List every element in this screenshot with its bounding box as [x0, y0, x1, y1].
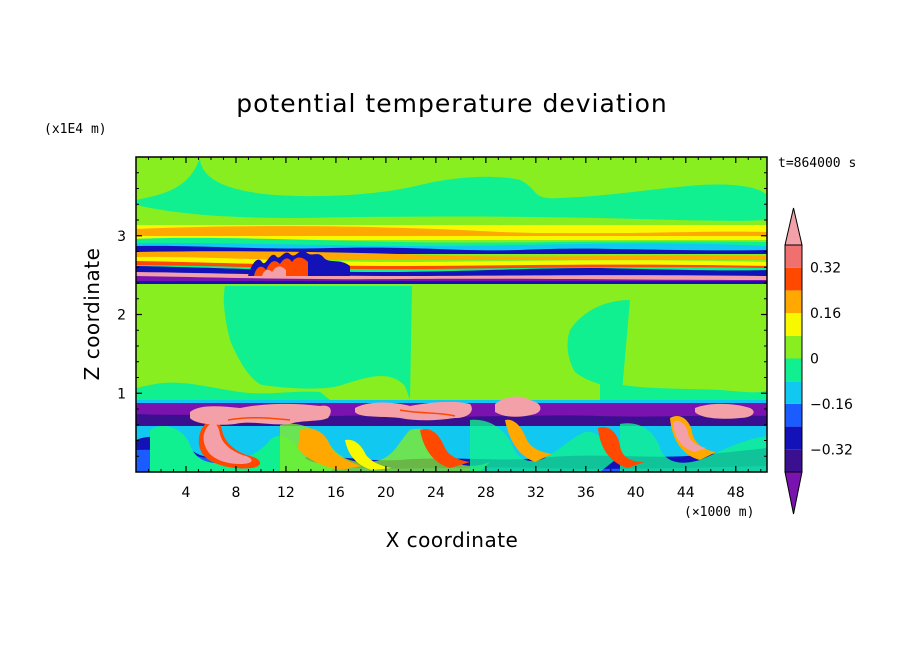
colorbar-segment: [785, 290, 802, 314]
y-tick-label: 1: [117, 386, 126, 402]
colorbar: 0.32 0.16 0 −0.16 −0.32: [784, 207, 853, 515]
chart-title: potential temperature deviation: [236, 89, 667, 118]
colorbar-segment: [785, 403, 802, 427]
colorbar-segment: [785, 267, 802, 291]
x-tick-label: 32: [527, 485, 545, 501]
x-tick-label: 36: [577, 485, 595, 501]
colorbar-segment: [785, 358, 802, 382]
colorbar-top-arrow: [784, 207, 803, 246]
x-tick-label: 20: [377, 485, 395, 501]
colorbar-bottom-arrow: [784, 471, 803, 515]
contour-field: [136, 157, 767, 472]
x-tick-label: 48: [727, 485, 745, 501]
colorbar-tick-label: 0.16: [810, 306, 841, 322]
y-tick-label: 3: [117, 229, 126, 245]
y-unit-label: (x1E4 m): [44, 122, 107, 137]
colorbar-tick-label: −0.16: [810, 397, 853, 413]
colorbar-segment: [785, 381, 802, 404]
x-axis-label: X coordinate: [386, 528, 519, 552]
colorbar-segment: [785, 426, 802, 450]
time-label: t=864000 s: [778, 156, 856, 171]
colorbar-segment: [785, 335, 802, 359]
y-axis-label: Z coordinate: [80, 248, 104, 381]
colorbar-segment: [785, 313, 802, 336]
x-tick-label: 12: [277, 485, 295, 501]
x-axis-ticks: 4 8 12 16 20 24 28 32 36 40 44 48: [147, 157, 762, 501]
wave-packet: [248, 250, 350, 276]
x-tick-label: 40: [627, 485, 645, 501]
colorbar-tick-label: 0: [810, 352, 819, 368]
colorbar-segment: [785, 449, 802, 472]
colorbar-tick-label: −0.32: [810, 442, 853, 458]
y-tick-label: 2: [117, 308, 126, 324]
x-tick-label: 28: [477, 485, 495, 501]
x-unit-label: (×1000 m): [684, 505, 754, 520]
x-tick-label: 44: [677, 485, 695, 501]
x-tick-label: 24: [427, 485, 445, 501]
y-axis-ticks: 1 2 3: [117, 172, 767, 457]
x-tick-label: 8: [231, 485, 240, 501]
colorbar-frame: [784, 244, 803, 473]
x-tick-label: 4: [182, 485, 191, 501]
colorbar-segment: [785, 245, 802, 268]
colorbar-tick-label: 0.32: [810, 261, 841, 277]
x-tick-label: 16: [327, 485, 345, 501]
